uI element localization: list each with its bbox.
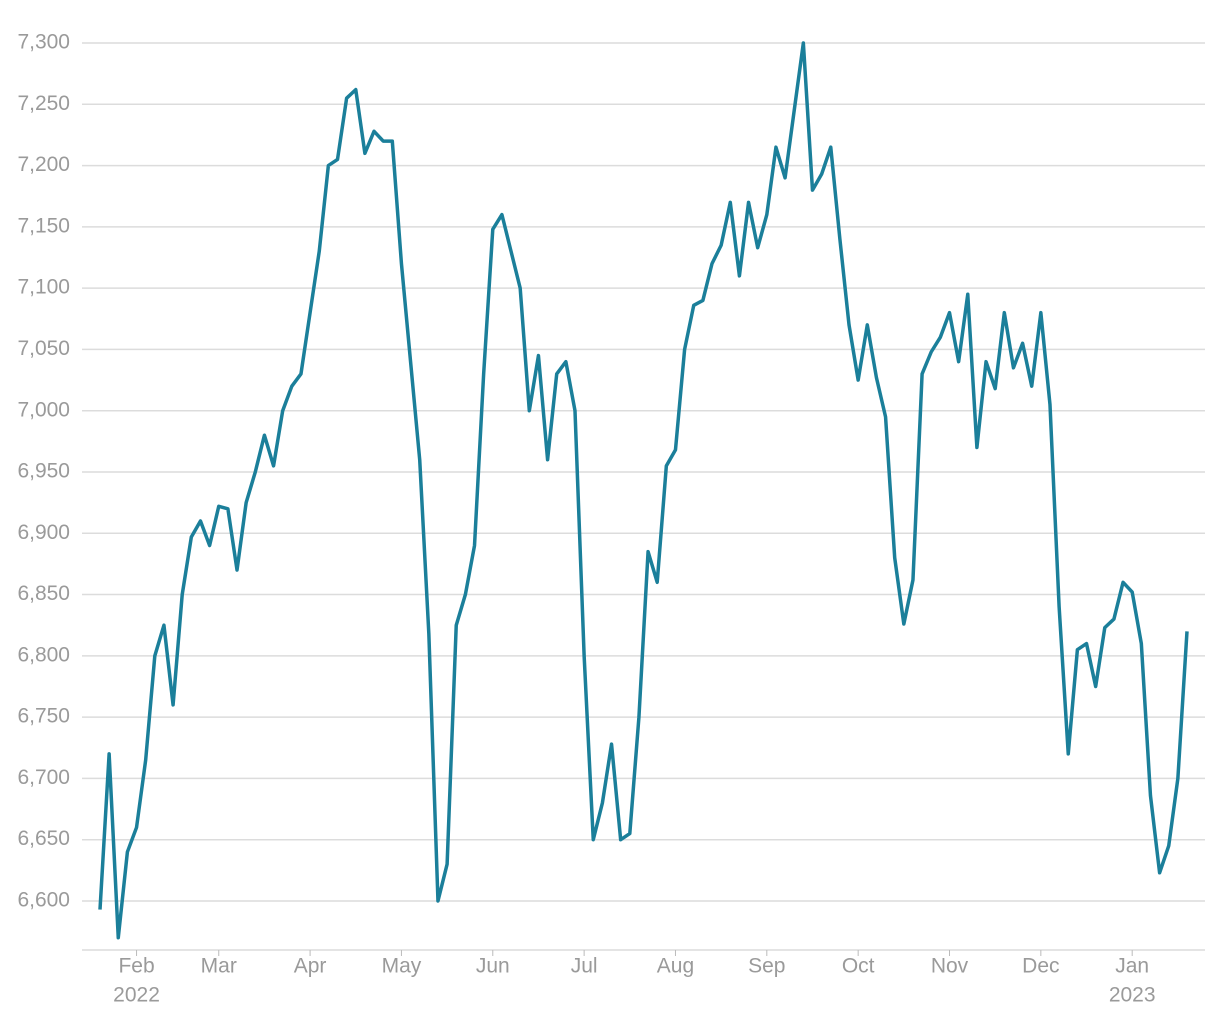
y-tick-label: 6,600: [17, 889, 70, 912]
x-tick-label: May: [382, 955, 422, 978]
x-tick-label: Dec: [1022, 955, 1059, 978]
x-tick-label: Jun: [476, 955, 510, 978]
year-label: 2022: [113, 984, 160, 1007]
x-tick-label: Feb: [118, 955, 154, 978]
x-tick-label: Apr: [294, 955, 327, 978]
y-tick-label: 7,150: [17, 214, 70, 237]
y-tick-label: 6,750: [17, 705, 70, 728]
year-label: 2023: [1109, 984, 1156, 1007]
x-tick-label: Nov: [931, 955, 969, 978]
x-tick-label: Jan: [1115, 955, 1149, 978]
y-tick-label: 6,800: [17, 643, 70, 666]
y-tick-label: 6,900: [17, 521, 70, 544]
y-tick-label: 6,700: [17, 766, 70, 789]
x-tick-label: Jul: [571, 955, 598, 978]
y-tick-label: 7,250: [17, 92, 70, 115]
y-tick-label: 6,950: [17, 460, 70, 483]
y-tick-label: 7,100: [17, 276, 70, 299]
line-series: [98, 41, 1189, 940]
x-tick-label: Sep: [748, 955, 785, 978]
y-tick-label: 7,050: [17, 337, 70, 360]
y-tick-label: 6,850: [17, 582, 70, 605]
x-tick-label: Aug: [657, 955, 694, 978]
x-tick-label: Mar: [201, 955, 237, 978]
y-tick-label: 7,200: [17, 153, 70, 176]
x-tick-label: Oct: [842, 955, 875, 978]
y-tick-label: 7,300: [17, 31, 70, 54]
y-tick-label: 7,000: [17, 398, 70, 421]
y-tick-label: 6,650: [17, 827, 70, 850]
